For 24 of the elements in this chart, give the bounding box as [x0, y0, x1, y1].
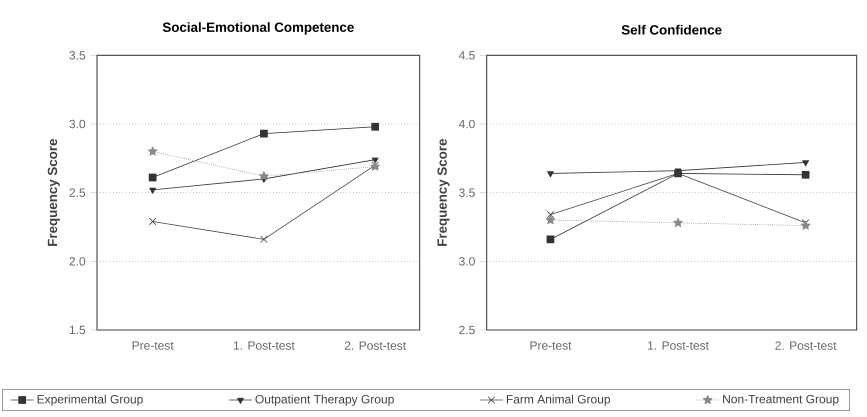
x-tick-label: 1. Post-test [648, 341, 709, 350]
legend-label: Experimental Group [38, 394, 143, 406]
legend-label: Non-Treatment Group [723, 394, 839, 406]
legend-label: Farm Animal Group [506, 394, 610, 406]
chart-title: Self Confidence [622, 24, 722, 35]
y-tick-label: 1.5 [70, 326, 86, 334]
y-tick-label: 4.0 [458, 120, 475, 128]
x-tick-label: Pre-test [530, 341, 572, 350]
y-tick-label: 3.5 [69, 51, 86, 60]
y-tick-label: 2.0 [70, 257, 86, 266]
y-tick-label: 3.0 [459, 257, 475, 266]
legend-label: Outpatient Therapy Group [255, 394, 394, 406]
y-axis-title: Frequency Score [48, 139, 60, 246]
x-tick-label: 2. Post-test [775, 341, 836, 350]
x-tick-label: 1. Post-test [234, 341, 295, 350]
y-tick-label: 2.5 [70, 188, 86, 197]
chart-title: Social-Emotional Competence [162, 22, 354, 35]
x-tick-label: Pre-test [132, 341, 174, 350]
y-tick-label: 2.5 [459, 326, 475, 334]
x-tick-label: 2. Post-test [344, 341, 406, 350]
y-tick-label: 3.5 [459, 188, 475, 197]
y-axis-title: Frequency Score [437, 139, 450, 246]
y-tick-label: 4.5 [458, 51, 475, 60]
y-tick-label: 3.0 [69, 120, 86, 128]
